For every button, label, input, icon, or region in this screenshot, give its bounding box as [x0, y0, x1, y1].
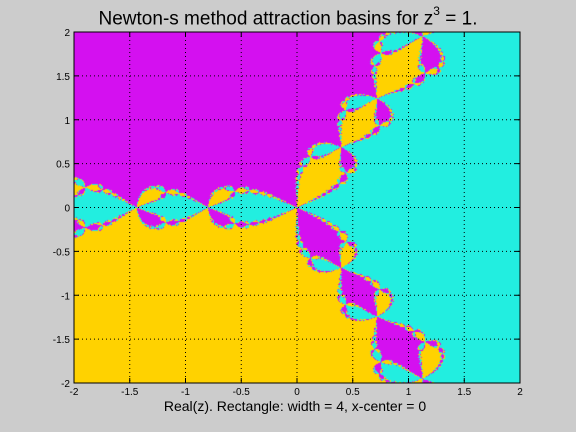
grid-lines [74, 32, 520, 383]
title-prefix: Newton-s method attraction basins for z [98, 8, 434, 30]
x-tick-label: 1.5 [457, 387, 471, 398]
y-tick-label: 0 [64, 204, 70, 215]
y-tick-label: 0.5 [56, 160, 70, 171]
y-tick-label: -1 [61, 291, 70, 302]
y-tick-label: 1.5 [56, 72, 70, 83]
x-tick-label: 0.5 [346, 387, 360, 398]
x-tick-label: 0 [294, 387, 300, 398]
y-tick-label: -0.5 [53, 247, 71, 258]
x-tick-label: 1 [406, 387, 412, 398]
chart-title: Newton-s method attraction basins for z3… [0, 4, 576, 30]
y-tick-label: 1 [64, 116, 70, 127]
axis-ticks: -2 -1.5 -1 -0.5 0 0.5 1 1.5 2 -2 -1.5 -1 -0.5 0 0.5 1 1.… [53, 28, 523, 398]
x-tick-label: -1.5 [121, 387, 139, 398]
x-tick-label: -1 [181, 387, 190, 398]
title-exponent: 3 [433, 4, 440, 18]
y-tick-label: 2 [64, 28, 70, 39]
y-tick-label: -1.5 [53, 335, 71, 346]
title-suffix: = 1. [439, 8, 478, 30]
x-axis-label: Real(z). Rectangle: width = 4, x-center … [163, 398, 427, 414]
x-tick-label: -2 [70, 387, 79, 398]
x-tick-label: 2 [517, 387, 523, 398]
x-tick-label: -0.5 [233, 387, 251, 398]
y-tick-label: -2 [61, 379, 70, 390]
